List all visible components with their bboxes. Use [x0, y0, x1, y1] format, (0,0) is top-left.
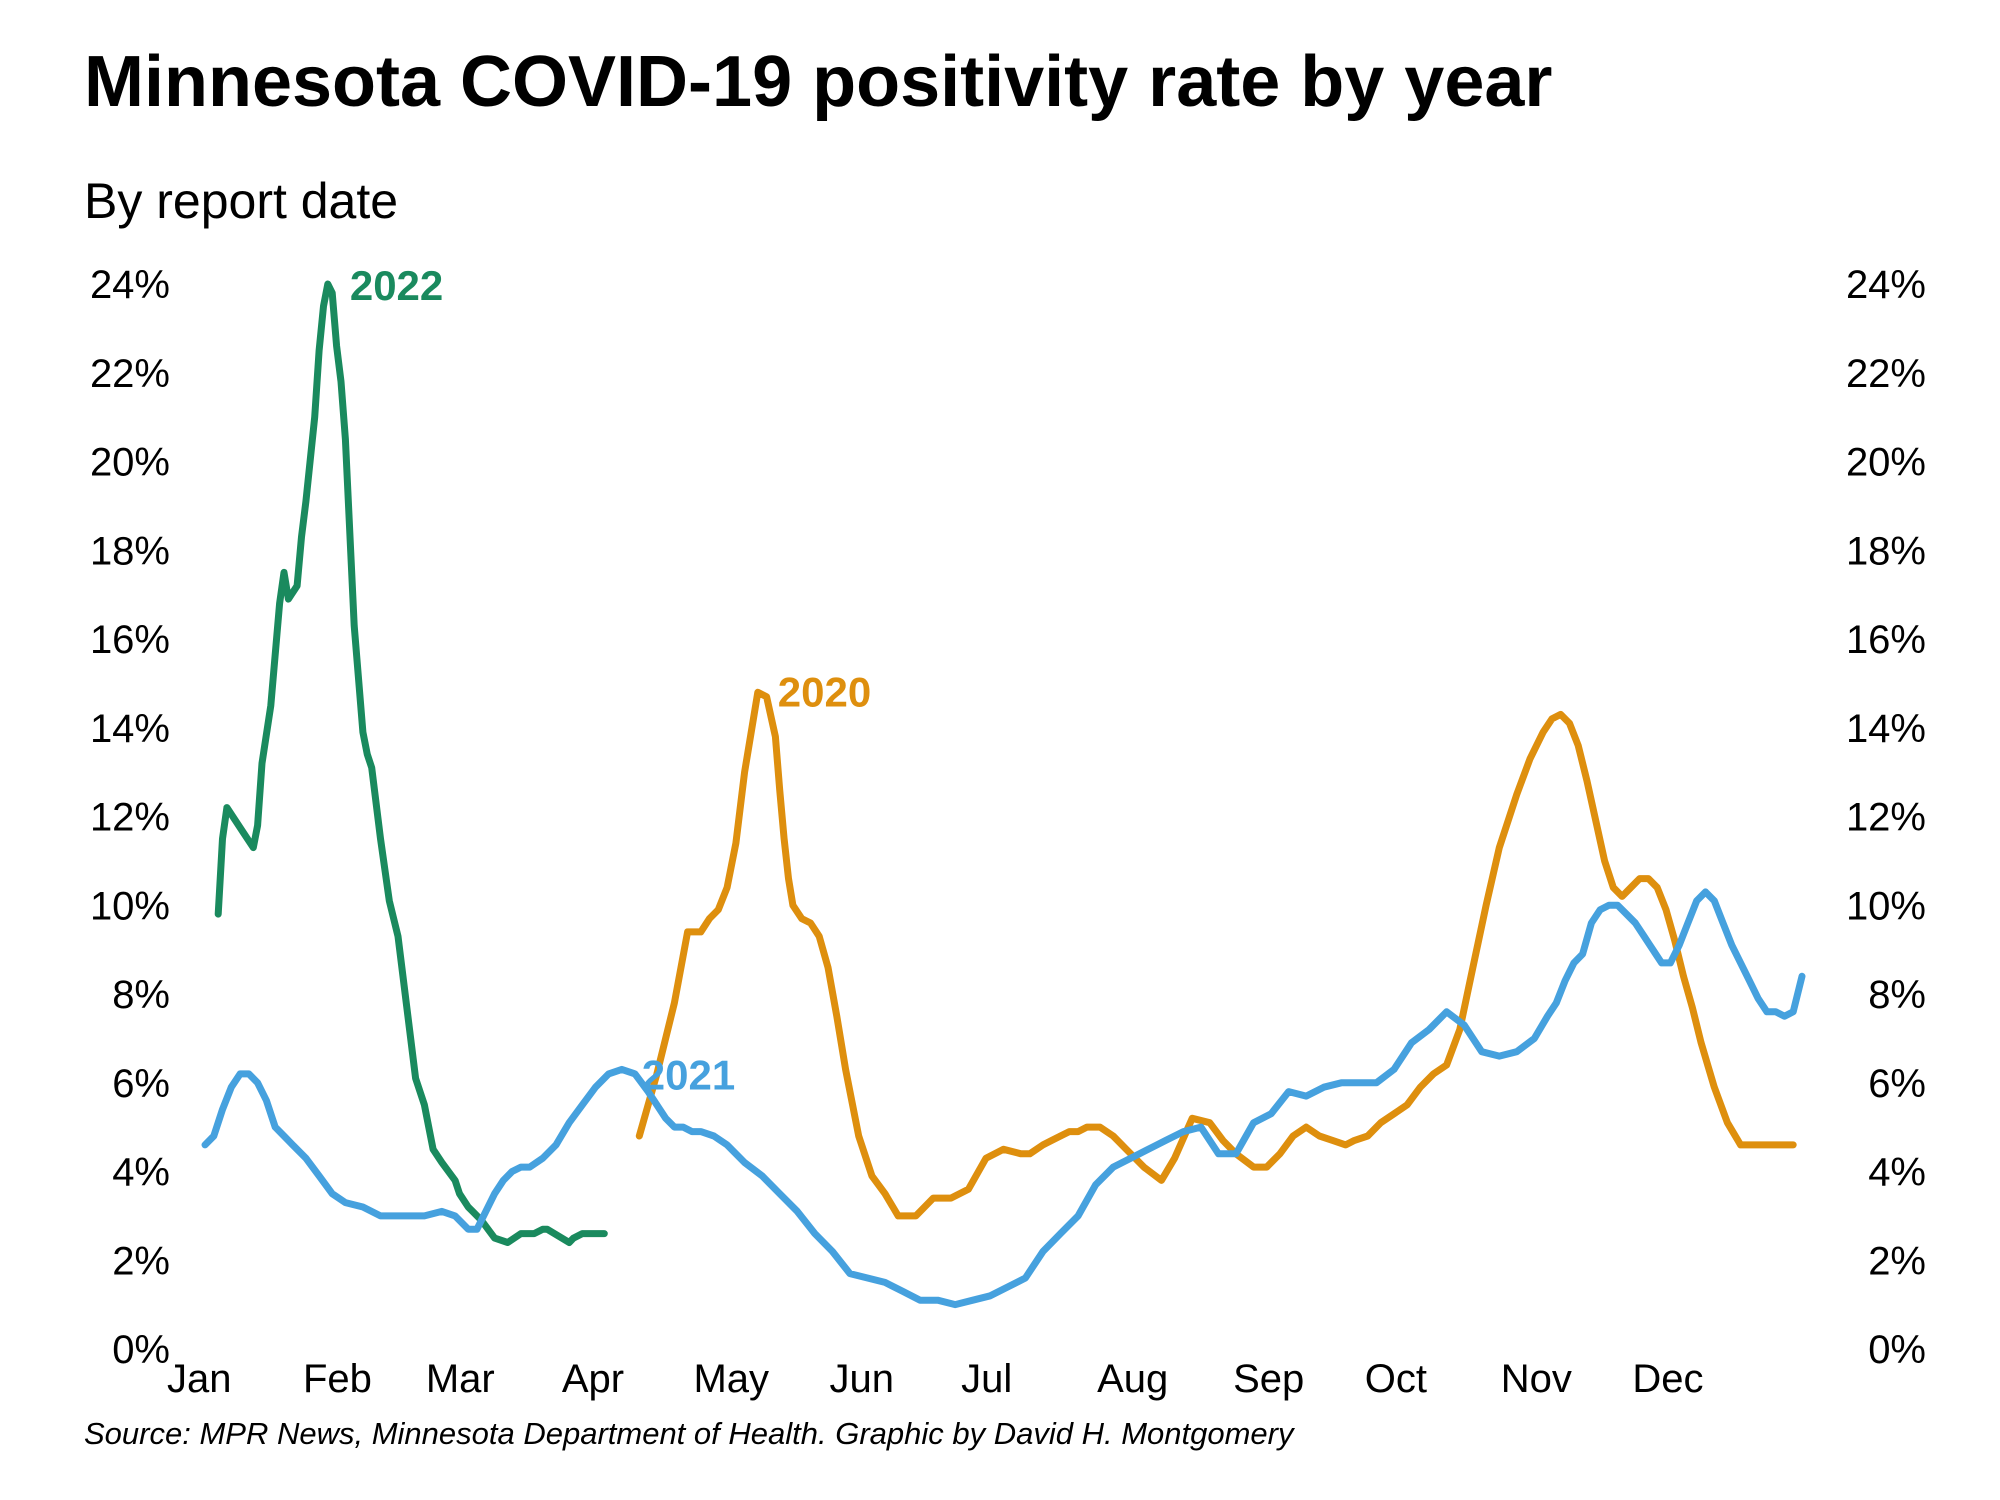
y-tick-label-right: 10%	[1846, 884, 1926, 928]
x-axis: Jan Feb Mar Apr May Jun Jul Aug Sep Oct Nov Dec	[167, 1357, 1704, 1401]
y-tick-label-left: 4%	[112, 1151, 170, 1195]
y-tick-label-left: 6%	[112, 1062, 170, 1106]
y-tick-label-left: 2%	[112, 1239, 170, 1283]
series-line-2021	[201, 888, 1806, 1309]
x-tick-label: Nov	[1501, 1357, 1572, 1401]
series-label-2022: 2022	[350, 262, 443, 309]
y-tick-label-right: 8%	[1868, 973, 1926, 1017]
series-line-2022	[214, 280, 608, 1246]
x-tick-label: Dec	[1632, 1357, 1703, 1401]
y-tick-label-left: 12%	[90, 796, 170, 840]
y-tick-label-right: 2%	[1868, 1239, 1926, 1283]
x-tick-label: Oct	[1365, 1357, 1427, 1401]
y-tick-label-right: 18%	[1846, 529, 1926, 573]
series-lines	[201, 280, 1806, 1309]
y-tick-label-left: 10%	[90, 884, 170, 928]
x-tick-label: Apr	[562, 1357, 624, 1401]
x-tick-label: Jul	[961, 1357, 1012, 1401]
x-tick-label: Aug	[1097, 1357, 1168, 1401]
series-label-2020: 2020	[778, 668, 871, 715]
x-tick-label: Mar	[426, 1357, 495, 1401]
series-labels: 2022 2020 2021	[350, 262, 871, 1098]
y-tick-label-right: 6%	[1868, 1062, 1926, 1106]
y-tick-label-left: 16%	[90, 618, 170, 662]
y-tick-label-left: 14%	[90, 707, 170, 751]
y-tick-label-left: 20%	[90, 441, 170, 485]
x-tick-label: Jan	[167, 1357, 232, 1401]
x-tick-label: Jun	[829, 1357, 894, 1401]
y-tick-label-right: 4%	[1868, 1151, 1926, 1195]
y-tick-label-right: 20%	[1846, 441, 1926, 485]
y-tick-label-right: 16%	[1846, 618, 1926, 662]
source-note: Source: MPR News, Minnesota Department o…	[84, 1416, 1294, 1451]
y-tick-label-right: 0%	[1868, 1328, 1926, 1372]
y-tick-label-left: 18%	[90, 529, 170, 573]
y-tick-label-right: 12%	[1846, 796, 1926, 840]
chart-title: Minnesota COVID-19 positivity rate by ye…	[84, 42, 1553, 122]
y-tick-label-right: 22%	[1846, 352, 1926, 396]
x-tick-label: Feb	[303, 1357, 372, 1401]
y-axis-right: 0% 2% 4% 6% 8% 10% 12% 14% 16% 18% 20% 22% 24%	[1846, 263, 1926, 1372]
x-tick-label: May	[693, 1357, 769, 1401]
y-axis-left: 0% 2% 4% 6% 8% 10% 12% 14% 16% 18% 20% 22% 24%	[90, 263, 170, 1372]
y-tick-label-left: 8%	[112, 973, 170, 1017]
y-tick-label-left: 24%	[90, 263, 170, 307]
y-tick-label-left: 0%	[112, 1328, 170, 1372]
y-tick-label-right: 24%	[1846, 263, 1926, 307]
chart-subtitle: By report date	[84, 173, 399, 229]
x-tick-label: Sep	[1233, 1357, 1304, 1401]
series-label-2021: 2021	[642, 1051, 735, 1098]
y-tick-label-left: 22%	[90, 352, 170, 396]
y-tick-label-right: 14%	[1846, 707, 1926, 751]
series-line-2020	[635, 688, 1797, 1220]
